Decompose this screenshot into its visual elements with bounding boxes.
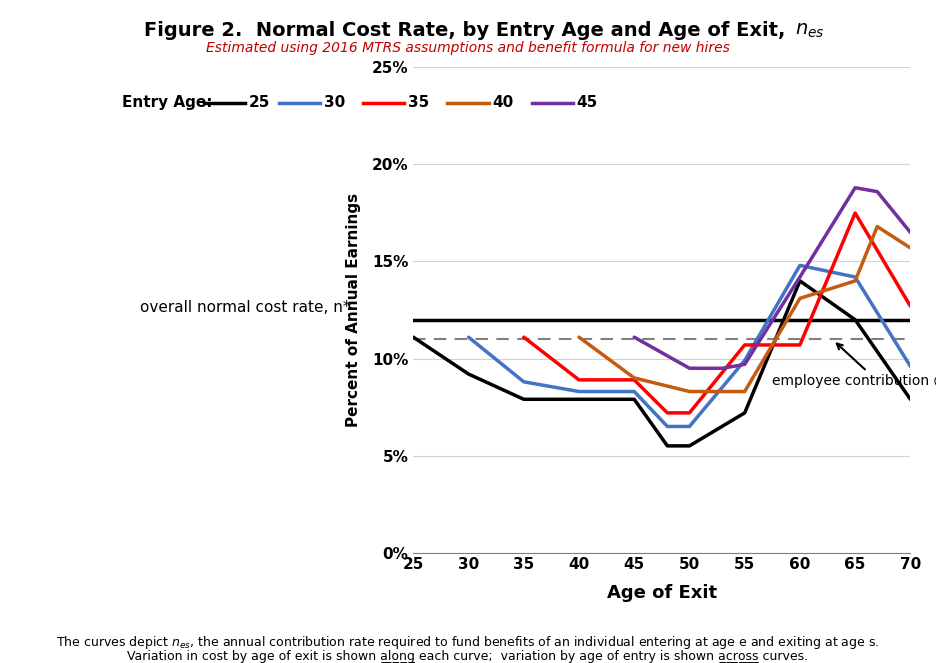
Text: Variation in cost by age of exit is shown along each curve;  variation by age of: Variation in cost by age of exit is show…	[127, 650, 809, 663]
Text: Estimated using 2016 MTRS assumptions and benefit formula for new hires: Estimated using 2016 MTRS assumptions an…	[206, 41, 730, 55]
Text: Figure 2.  Normal Cost Rate, by Entry Age and Age of Exit,: Figure 2. Normal Cost Rate, by Entry Age…	[144, 21, 792, 40]
Text: 40: 40	[492, 95, 514, 110]
Text: 25: 25	[249, 95, 271, 110]
Text: Entry Age:: Entry Age:	[122, 95, 212, 110]
Text: $\mathit{n}_{es}$: $\mathit{n}_{es}$	[795, 21, 825, 40]
Text: 45: 45	[577, 95, 598, 110]
X-axis label: Age of Exit: Age of Exit	[607, 583, 717, 601]
Y-axis label: Percent of Annual Earnings: Percent of Annual Earnings	[345, 193, 360, 427]
Text: The curves depict $n_{es}$, the annual contribution rate required to fund benefi: The curves depict $n_{es}$, the annual c…	[56, 634, 880, 652]
Text: 35: 35	[408, 95, 430, 110]
Text: Variation in cost by age of exit is shown a̲l̲o̲n̲g̲ each curve;  variation by a: Variation in cost by age of exit is show…	[127, 650, 809, 663]
Text: overall normal cost rate, n*: overall normal cost rate, n*	[140, 300, 351, 315]
Text: employee contribution @ 11%: employee contribution @ 11%	[772, 343, 936, 388]
Text: 30: 30	[324, 95, 345, 110]
